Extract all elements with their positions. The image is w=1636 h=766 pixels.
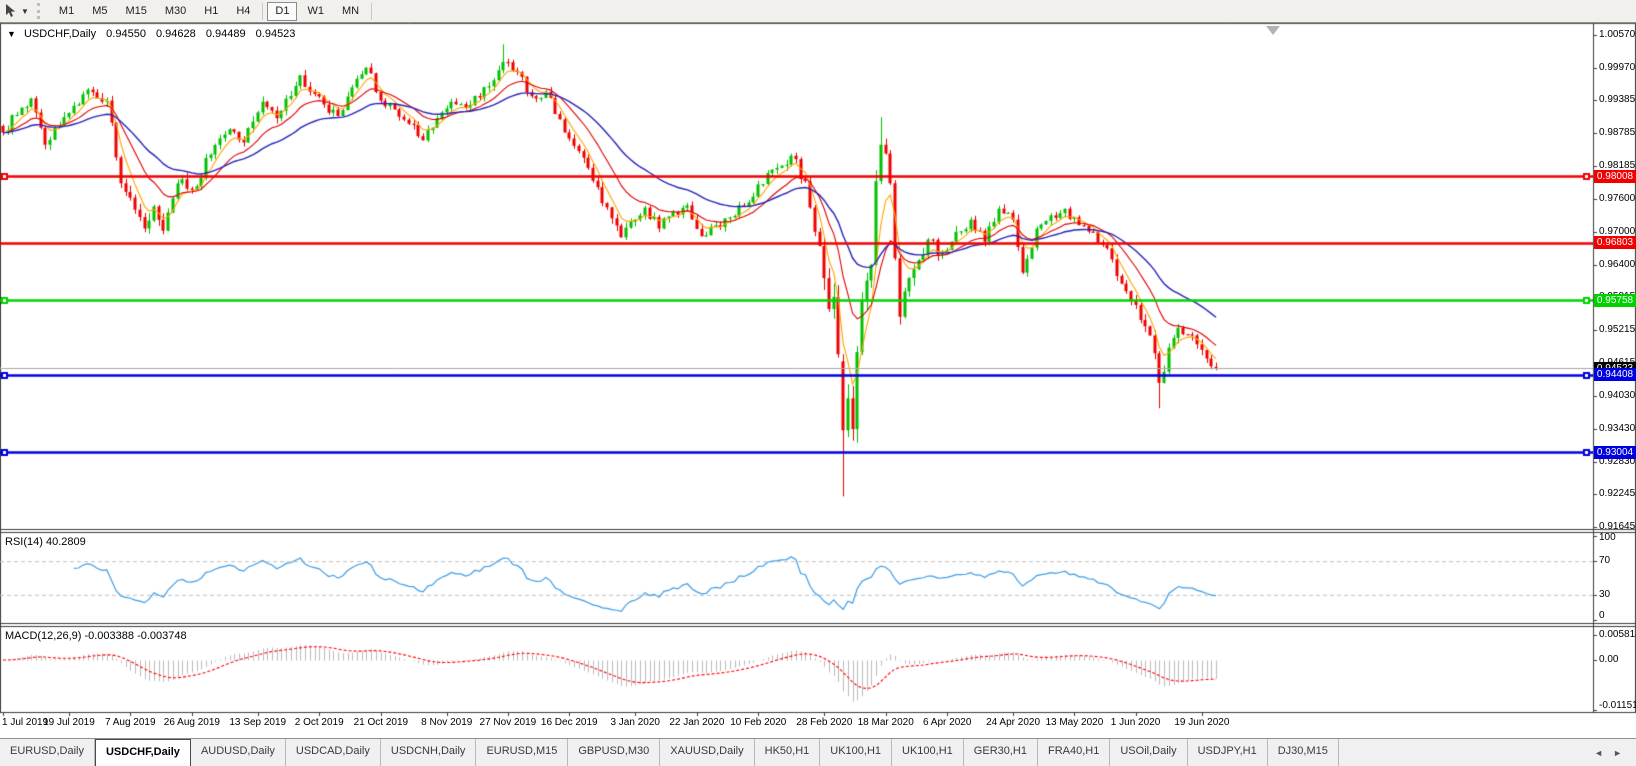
chart-collapse-icon[interactable]: ▼ bbox=[7, 29, 16, 39]
ohlc-open: 0.94550 bbox=[106, 28, 146, 40]
symbol-tab-fra40-h1[interactable]: FRA40,H1 bbox=[1038, 739, 1111, 766]
symbol-tab-bar: EURUSD,Daily USDCHF,Daily AUDUSD,Daily USDC… bbox=[0, 738, 1636, 766]
symbol-tab-xauusd-daily[interactable]: XAUUSD,Daily bbox=[660, 739, 755, 766]
timeframe-button-d1[interactable]: D1 bbox=[267, 1, 298, 21]
chart-pointer-tool-icon[interactable] bbox=[2, 3, 20, 19]
toolbar-grip-handle[interactable] bbox=[36, 3, 44, 19]
ohlc-high: 0.94628 bbox=[156, 28, 196, 40]
timeframe-buttons: M1 M5 M15 M30 H1 H4 D1 W1 MN bbox=[50, 1, 375, 21]
chart-title: ▼ USDCHF,Daily 0.94550 0.94628 0.94489 0… bbox=[7, 28, 295, 40]
toolbar-separator bbox=[262, 2, 264, 20]
symbol-tab-audusd-daily[interactable]: AUDUSD,Daily bbox=[191, 739, 286, 766]
chart-shift-marker-icon[interactable] bbox=[1266, 26, 1280, 35]
tab-scroll-left-icon[interactable]: ◄ bbox=[1594, 747, 1604, 758]
symbol-tab-eurusd-m15[interactable]: EURUSD,M15 bbox=[476, 739, 569, 766]
chart-symbol-label: USDCHF,Daily bbox=[23, 28, 97, 40]
symbol-tab-usdcnh-daily[interactable]: USDCNH,Daily bbox=[381, 739, 477, 766]
symbol-tab-hk50-h1[interactable]: HK50,H1 bbox=[755, 739, 821, 766]
timeframe-button-h4[interactable]: H4 bbox=[236, 4, 251, 17]
timeframe-button-mn[interactable]: MN bbox=[341, 4, 360, 17]
symbol-tab-eurusd-daily[interactable]: EURUSD,Daily bbox=[0, 739, 95, 766]
symbol-tab-usoil-daily[interactable]: USOil,Daily bbox=[1110, 739, 1188, 766]
symbol-tab-uk100-h1[interactable]: UK100,H1 bbox=[892, 739, 964, 766]
timeframe-button-h1[interactable]: H1 bbox=[204, 4, 219, 17]
timeframe-button-m5[interactable]: M5 bbox=[92, 4, 108, 17]
tab-scroll-arrows: ◄ ► bbox=[1594, 739, 1636, 766]
symbol-tab-gbpusd-m30[interactable]: GBPUSD,M30 bbox=[568, 739, 661, 766]
symbol-tab-usdcad-daily[interactable]: USDCAD,Daily bbox=[286, 739, 381, 766]
symbol-tab-usdjpy-h1[interactable]: USDJPY,H1 bbox=[1188, 739, 1268, 766]
symbol-tab-dj30-m15[interactable]: DJ30,M15 bbox=[1268, 739, 1339, 766]
ohlc-low: 0.94489 bbox=[205, 28, 246, 40]
symbol-tab-uk100-h1[interactable]: UK100,H1 bbox=[820, 739, 893, 766]
symbol-tab-ger30-h1[interactable]: GER30,H1 bbox=[964, 739, 1038, 766]
toolbar-separator bbox=[371, 2, 373, 20]
ohlc-close: 0.94523 bbox=[255, 28, 296, 40]
timeframe-button-m1[interactable]: M1 bbox=[58, 4, 75, 17]
timeframe-button-m15[interactable]: M15 bbox=[125, 4, 147, 17]
timeframe-button-w1[interactable]: W1 bbox=[307, 4, 324, 17]
symbol-tab-usdchf-daily[interactable]: USDCHF,Daily bbox=[94, 739, 191, 766]
timeframe-toolbar: ▼ M1 M5 M15 M30 H1 H4 D1 W1 MN bbox=[0, 0, 1636, 23]
macd-indicator-label: MACD(12,26,9) -0.003388 -0.003748 bbox=[5, 630, 187, 642]
rsi-indicator-label: RSI(14) 40.2809 bbox=[5, 536, 86, 548]
timeframe-button-m30[interactable]: M30 bbox=[164, 4, 187, 17]
tool-dropdown-icon[interactable]: ▼ bbox=[21, 6, 29, 16]
tab-scroll-right-icon[interactable]: ► bbox=[1613, 747, 1622, 758]
